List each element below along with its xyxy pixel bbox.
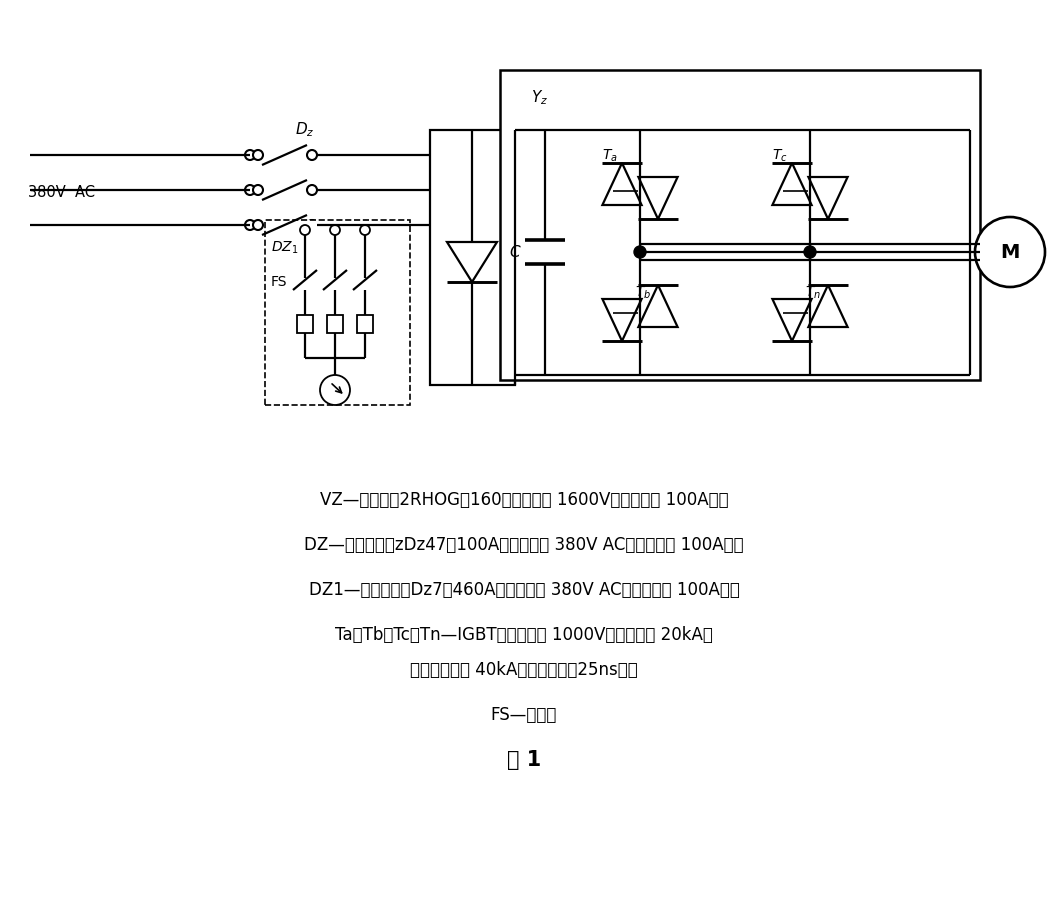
Circle shape [330, 225, 340, 235]
Text: FS: FS [271, 275, 287, 289]
Text: $D_z$: $D_z$ [294, 121, 314, 139]
Text: DZ—空气开关（zDz47－100A，工作电压 380V AC，工作电流 100A）；: DZ—空气开关（zDz47－100A，工作电压 380V AC，工作电流 100… [304, 536, 744, 554]
Text: 380V  AC: 380V AC [28, 185, 95, 199]
Text: DZ1—空气开关（Dz7－460A，工作电压 380V AC，工作电流 100A）；: DZ1—空气开关（Dz7－460A，工作电压 380V AC，工作电流 100A… [308, 581, 740, 599]
Text: FS—防雷器: FS—防雷器 [490, 706, 558, 724]
Circle shape [307, 185, 316, 195]
Circle shape [300, 225, 310, 235]
Circle shape [253, 220, 263, 230]
Bar [357, 315, 373, 333]
Text: $T_a$: $T_a$ [602, 148, 618, 164]
Text: C: C [509, 245, 520, 259]
Circle shape [245, 220, 255, 230]
Bar [297, 315, 313, 333]
Circle shape [634, 246, 646, 258]
Bar [327, 315, 343, 333]
Text: 最大工作电流 40kA，动作时间＜25ns）；: 最大工作电流 40kA，动作时间＜25ns）； [410, 661, 638, 679]
Text: Ta、Tb、Tc、Tn—IGBT（击穿电压 1000V，工作电流 20kA，: Ta、Tb、Tc、Tn—IGBT（击穿电压 1000V，工作电流 20kA， [335, 626, 713, 644]
Circle shape [804, 246, 816, 258]
Bar [500, 70, 980, 380]
Circle shape [307, 150, 316, 160]
Text: $T_b$: $T_b$ [635, 285, 651, 301]
Polygon shape [772, 299, 811, 341]
Polygon shape [603, 299, 641, 341]
Circle shape [361, 225, 370, 235]
Circle shape [975, 217, 1045, 287]
Polygon shape [638, 285, 678, 327]
Polygon shape [808, 177, 848, 219]
Bar [265, 220, 410, 405]
Circle shape [253, 150, 263, 160]
Polygon shape [638, 177, 678, 219]
Text: M: M [1000, 242, 1020, 262]
Bar [430, 130, 515, 385]
Circle shape [253, 185, 263, 195]
Circle shape [245, 185, 255, 195]
Polygon shape [808, 285, 848, 327]
Circle shape [320, 375, 350, 405]
Polygon shape [772, 163, 811, 205]
Polygon shape [447, 242, 497, 282]
Polygon shape [603, 163, 641, 205]
Circle shape [307, 220, 316, 230]
Text: $T_n$: $T_n$ [805, 285, 821, 301]
Circle shape [245, 150, 255, 160]
Text: $DZ_1$: $DZ_1$ [271, 240, 299, 257]
Text: VZ—整流桥（2RHOG－160，击穿电压 1600V，工作电流 100A）；: VZ—整流桥（2RHOG－160，击穿电压 1600V，工作电流 100A）； [320, 491, 728, 509]
Text: $T_c$: $T_c$ [772, 148, 788, 164]
Text: $Y_z$: $Y_z$ [531, 88, 548, 107]
Text: 图 1: 图 1 [507, 750, 541, 770]
